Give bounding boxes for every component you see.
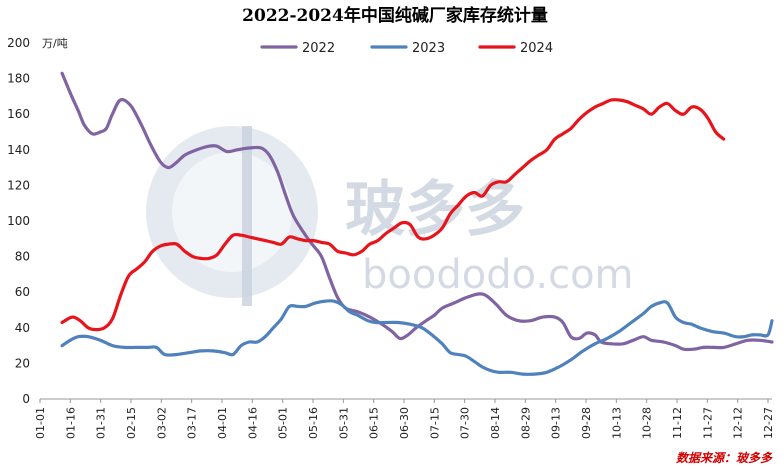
x-tick-label: 04-01 — [216, 407, 229, 439]
y-tick-label: 160 — [7, 107, 30, 121]
x-tick-label: 11-12 — [671, 407, 684, 439]
legend-label-2024: 2024 — [520, 41, 553, 56]
legend-label-2022: 2022 — [302, 41, 335, 56]
y-axis: 0 20 40 60 80 100 120 140 160 180 200 — [7, 36, 30, 406]
y-axis-unit: 万/吨 — [42, 37, 68, 50]
y-tick-label: 80 — [15, 250, 30, 264]
x-tick-label: 02-15 — [125, 407, 138, 439]
x-tick-label: 10-13 — [610, 407, 623, 439]
x-tick-label: 10-28 — [641, 407, 654, 439]
data-source-note: 数据来源：玻多多 — [676, 451, 773, 465]
y-tick-label: 180 — [7, 72, 30, 86]
chart-legend: 2022 2023 2024 — [260, 41, 553, 56]
x-tick-label: 09-28 — [580, 407, 593, 439]
y-tick-label: 100 — [7, 214, 30, 228]
y-tick-label: 200 — [7, 36, 30, 50]
y-tick-label: 20 — [15, 356, 30, 370]
x-tick-label: 01-31 — [95, 407, 108, 439]
x-tick-label: 01-01 — [34, 407, 47, 439]
x-tick-label: 11-27 — [701, 407, 714, 439]
y-tick-label: 60 — [15, 285, 30, 299]
x-tick-label: 05-31 — [337, 407, 350, 439]
x-tick-label: 01-16 — [64, 407, 77, 439]
x-tick-label: 03-17 — [186, 407, 199, 439]
y-tick-label: 0 — [22, 392, 30, 406]
y-tick-label: 40 — [15, 321, 30, 335]
y-tick-label: 140 — [7, 143, 30, 157]
x-axis: 01-01 01-16 01-31 02-15 03-02 03-17 04-01 04-16… — [34, 399, 775, 439]
x-tick-label: 08-29 — [519, 407, 532, 439]
x-tick-label: 09-13 — [550, 407, 563, 439]
x-tick-label: 03-02 — [155, 407, 168, 439]
x-tick-label: 04-16 — [246, 407, 259, 439]
watermark-site-text: boododo.com — [362, 252, 634, 298]
series-line-2023 — [60, 299, 774, 376]
x-tick-label: 07-15 — [428, 407, 441, 439]
x-tick-label: 06-15 — [368, 407, 381, 439]
series-line-2024 — [60, 98, 726, 332]
x-tick-label: 06-30 — [398, 407, 411, 439]
legend-label-2023: 2023 — [412, 41, 445, 56]
x-tick-label: 12-12 — [732, 407, 745, 439]
y-tick-label: 120 — [7, 178, 30, 192]
series-layer — [60, 71, 774, 376]
x-tick-label: 12-27 — [762, 407, 775, 439]
x-tick-label: 05-16 — [307, 407, 320, 439]
x-tick-label: 08-14 — [489, 407, 502, 439]
chart-title: 2022-2024年中国纯碱厂家库存统计量 — [242, 5, 548, 26]
x-tick-label: 07-30 — [459, 407, 472, 439]
series-line-2022 — [60, 71, 774, 352]
x-tick-label: 05-01 — [277, 407, 290, 439]
